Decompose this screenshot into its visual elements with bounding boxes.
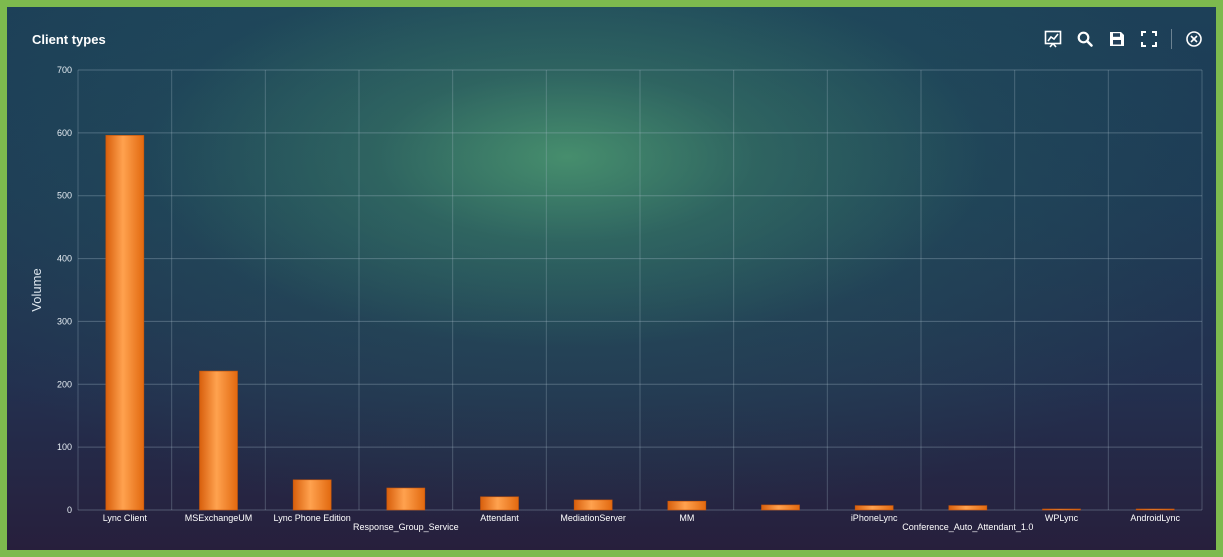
y-tick-label: 200 — [57, 379, 72, 389]
y-tick-label: 0 — [67, 505, 72, 515]
bar[interactable] — [292, 479, 332, 511]
toolbar-divider — [1171, 29, 1172, 49]
bar-chart: 0 100 200 300 400 500 600 700 Lync Client MSExcha… — [29, 65, 1203, 532]
bar[interactable] — [1042, 508, 1081, 511]
x-tick-label: Conference_Auto_Attendant_1.0 — [902, 522, 1033, 532]
chart-panel: 0 100 200 300 400 500 600 700 Lync Client MSExcha… — [7, 7, 1216, 550]
x-tick-label: Attendant — [480, 513, 519, 523]
bar[interactable] — [199, 370, 238, 511]
y-tick-label: 300 — [57, 316, 72, 326]
y-tick-label: 700 — [57, 65, 72, 75]
close-icon[interactable] — [1182, 27, 1206, 51]
x-tick-label: AndroidLync — [1130, 513, 1180, 523]
bar[interactable] — [1135, 508, 1175, 511]
x-tick-label: Lync Phone Edition — [274, 513, 351, 523]
bar[interactable] — [105, 135, 145, 511]
y-tick-label: 100 — [57, 442, 72, 452]
y-tick-label: 400 — [57, 254, 72, 264]
y-tick-label: 600 — [57, 128, 72, 138]
bar[interactable] — [761, 504, 800, 511]
bar[interactable] — [573, 499, 613, 511]
x-tick-label: WPLync — [1045, 513, 1079, 523]
bar[interactable] — [948, 505, 988, 511]
x-tick-label: MSExchangeUM — [185, 513, 253, 523]
x-tick-label: iPhoneLync — [851, 513, 898, 523]
chart-settings-icon[interactable] — [1041, 27, 1065, 51]
bar[interactable] — [386, 487, 426, 511]
x-tick-label: MediationServer — [560, 513, 626, 523]
bar[interactable] — [480, 496, 519, 511]
fullscreen-icon[interactable] — [1137, 27, 1161, 51]
save-icon[interactable] — [1105, 27, 1129, 51]
y-axis-title: Volume — [29, 268, 44, 311]
y-tick-label: 500 — [57, 191, 72, 201]
bar[interactable] — [854, 505, 894, 511]
x-tick-label: MM — [679, 513, 694, 523]
chart-toolbar — [1033, 27, 1206, 51]
search-icon[interactable] — [1073, 27, 1097, 51]
chart-title: Client types — [32, 32, 106, 47]
x-tick-label: Response_Group_Service — [353, 522, 459, 532]
x-tick-label: Lync Client — [103, 513, 148, 523]
bar[interactable] — [667, 500, 707, 511]
